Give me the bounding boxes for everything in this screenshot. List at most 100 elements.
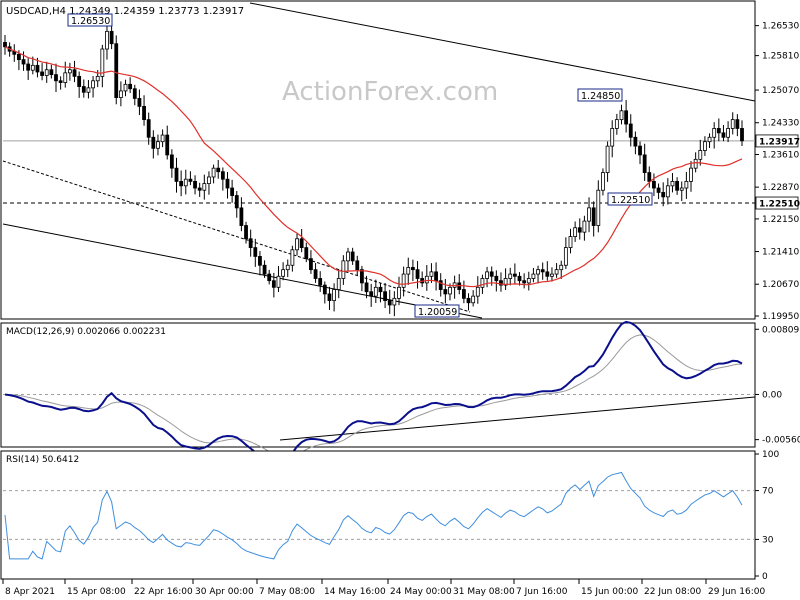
candle-body	[17, 53, 21, 61]
candle-body	[461, 289, 466, 299]
candle-body	[299, 238, 304, 248]
candle-body	[475, 286, 480, 297]
channel-lower-trendline	[2, 223, 483, 319]
candle-body	[522, 280, 527, 284]
candle-body	[309, 258, 313, 271]
price-tick-label: 1.21410	[762, 248, 799, 258]
rsi-plot	[3, 471, 755, 560]
candle-body	[58, 80, 63, 83]
time-tick-label: 14 May 16:00	[324, 587, 386, 597]
time-tick-label: 15 Apr 08:00	[67, 587, 126, 597]
candle-body	[652, 181, 656, 189]
candle-body	[239, 207, 244, 226]
candle-body	[494, 275, 499, 282]
price-annotation-box	[607, 192, 653, 206]
candle-body	[517, 275, 522, 282]
macd-tick-label: 0.008091	[762, 325, 800, 335]
candle-body	[512, 273, 517, 277]
time-tick-label: 8 Apr 2021	[5, 587, 55, 597]
candle-body	[665, 185, 670, 198]
candle-body	[118, 90, 123, 98]
watermark: ActionForex.com	[282, 77, 498, 107]
time-tick-label: 22 Jun 08:00	[644, 587, 701, 597]
candle-body	[716, 128, 721, 134]
candle-body	[587, 207, 591, 222]
candle-body	[207, 176, 211, 185]
candle-body	[508, 273, 513, 279]
candle-body	[373, 286, 378, 297]
time-axis: 8 Apr 2021 15 Apr 08:00 22 Apr 16:00 30 Apr…	[2, 579, 765, 597]
candle-body	[628, 123, 633, 138]
candle-body	[336, 278, 341, 290]
candle-body	[410, 267, 415, 271]
candle-body	[156, 141, 160, 149]
candle-body	[448, 286, 452, 295]
candle-body	[276, 275, 281, 288]
candle-body	[128, 83, 133, 90]
candle-body	[327, 293, 332, 301]
candle-body	[577, 227, 582, 233]
price-annotation-box	[67, 13, 113, 27]
candle-body	[21, 59, 26, 65]
time-tick-label: 15 Jun 00:00	[581, 587, 638, 597]
candle-body	[369, 291, 374, 297]
candle-body	[712, 128, 717, 138]
macd-plot	[3, 320, 756, 466]
price-tick-label: 1.22870	[762, 183, 799, 193]
candle-body	[656, 187, 661, 193]
candle-body	[67, 69, 72, 74]
time-tick-label: 7 May 08:00	[259, 587, 315, 597]
time-tick-label: 30 Apr 00:00	[195, 587, 254, 597]
candle-body	[703, 141, 707, 151]
candle-body	[169, 154, 174, 169]
rsi-line	[4, 471, 743, 560]
candle-body	[281, 269, 286, 277]
candle-body	[30, 64, 35, 71]
candle-body	[132, 88, 137, 99]
support-dotted-trendline	[2, 160, 471, 313]
macd-trendline	[279, 396, 756, 441]
candle-body	[415, 269, 420, 279]
candle-body	[550, 273, 554, 277]
candle-body	[573, 227, 578, 237]
candle-body	[114, 43, 119, 98]
candle-body	[188, 178, 193, 182]
rsi-panel	[0, 450, 756, 580]
candle-body	[675, 181, 680, 191]
macd-line	[4, 320, 743, 466]
candle-body	[183, 178, 188, 187]
candle-body	[568, 236, 573, 248]
macd-tick-label: 0.00	[762, 390, 782, 400]
candle-body	[225, 178, 230, 189]
candle-body	[318, 278, 323, 286]
time-tick-label: 29 Jun 16:00	[708, 587, 765, 597]
candle-body	[40, 71, 44, 76]
candle-body	[105, 30, 109, 50]
candle-body	[142, 105, 146, 121]
candle-body	[146, 119, 151, 138]
candle-body	[35, 64, 40, 73]
macd-title: MACD(12,26,9) 0.002066 0.002231	[6, 327, 166, 337]
candle-body	[554, 269, 559, 275]
candle-body	[262, 264, 267, 275]
candle-body	[248, 238, 253, 248]
candle-body	[179, 181, 184, 187]
time-tick-label: 7 Jun 16:00	[516, 587, 568, 597]
price-panel	[0, 0, 756, 320]
candle-body	[740, 128, 744, 142]
candle-body	[707, 136, 712, 143]
price-annotation-box	[577, 88, 623, 102]
candle-body	[684, 181, 689, 189]
candle-body	[81, 86, 86, 93]
candle-body	[730, 119, 735, 129]
candle-body	[49, 69, 54, 76]
candle-body	[536, 269, 540, 275]
candle-body	[160, 134, 165, 143]
candle-body	[355, 260, 360, 271]
candle-body	[295, 238, 299, 251]
candle-body	[726, 128, 730, 138]
macd-axis: 0.008091 0.00 -0.005608	[755, 325, 800, 446]
candle-body	[95, 75, 100, 82]
candle-body	[424, 275, 429, 284]
